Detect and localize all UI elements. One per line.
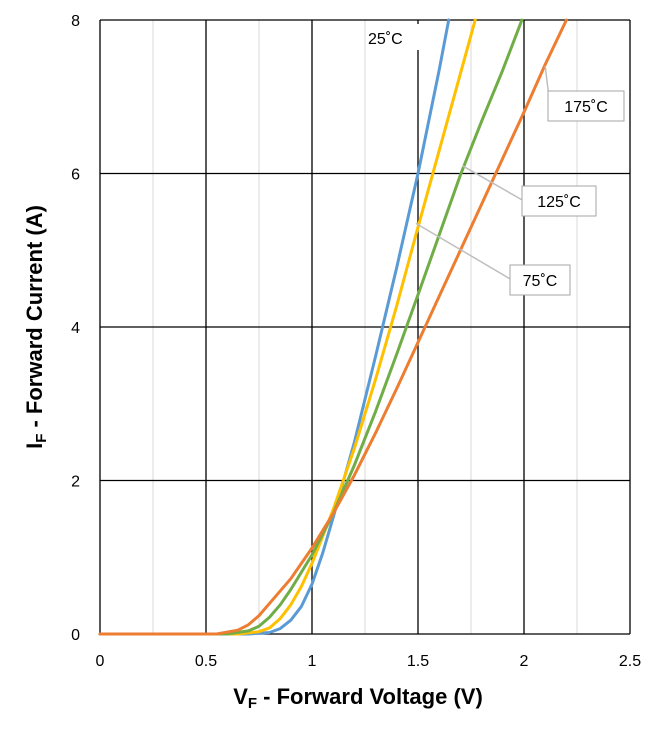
series-line-25c (98, 18, 451, 636)
annotation-leader-75c (415, 222, 513, 281)
x-tick-label: 0 (96, 653, 105, 670)
x-axis-title-subscript: F (248, 695, 257, 712)
series-line-175c (98, 18, 568, 636)
y-tick-label: 2 (71, 474, 80, 491)
x-axis-title: VF - Forward Voltage (V) (233, 684, 483, 712)
annotation-label-75c: 75˚C (523, 273, 558, 290)
x-tick-label: 2 (520, 653, 529, 670)
y-axis-title: IF - Forward Current (A) (22, 205, 50, 449)
annotation-leader-125c (462, 165, 525, 202)
x-axis-title-rest: - Forward Voltage (V) (257, 684, 483, 709)
annotation-box-175c (547, 90, 625, 122)
annotation-box-125c (521, 185, 597, 217)
y-tick-label: 8 (71, 13, 80, 30)
y-axis-title-subscript: F (33, 434, 50, 443)
annotation-label-25c: 25˚C (368, 31, 403, 48)
y-axis-title-rest: - Forward Current (A) (22, 205, 47, 434)
annotation-box-75c (509, 264, 571, 296)
annotations: 25˚C 75˚C 125˚C 175˚C (366, 24, 625, 296)
y-tick-label: 4 (71, 320, 80, 337)
x-tick-label: 0.5 (195, 653, 217, 670)
tick-labels: 0 0.5 1 1.5 2 2.5 0 2 4 6 8 (71, 13, 641, 670)
y-tick-label: 0 (71, 627, 80, 644)
y-tick-label: 6 (71, 167, 80, 184)
x-tick-label: 1 (308, 653, 317, 670)
annotation-label-175c: 175˚C (564, 99, 608, 116)
y-axis-title-main: I (22, 443, 47, 449)
annotation-bg-25c (366, 24, 422, 50)
x-tick-label: 1.5 (407, 653, 429, 670)
annotation-label-125c: 125˚C (537, 194, 581, 211)
x-axis-title-main: V (233, 684, 248, 709)
x-tick-label: 2.5 (619, 653, 641, 670)
